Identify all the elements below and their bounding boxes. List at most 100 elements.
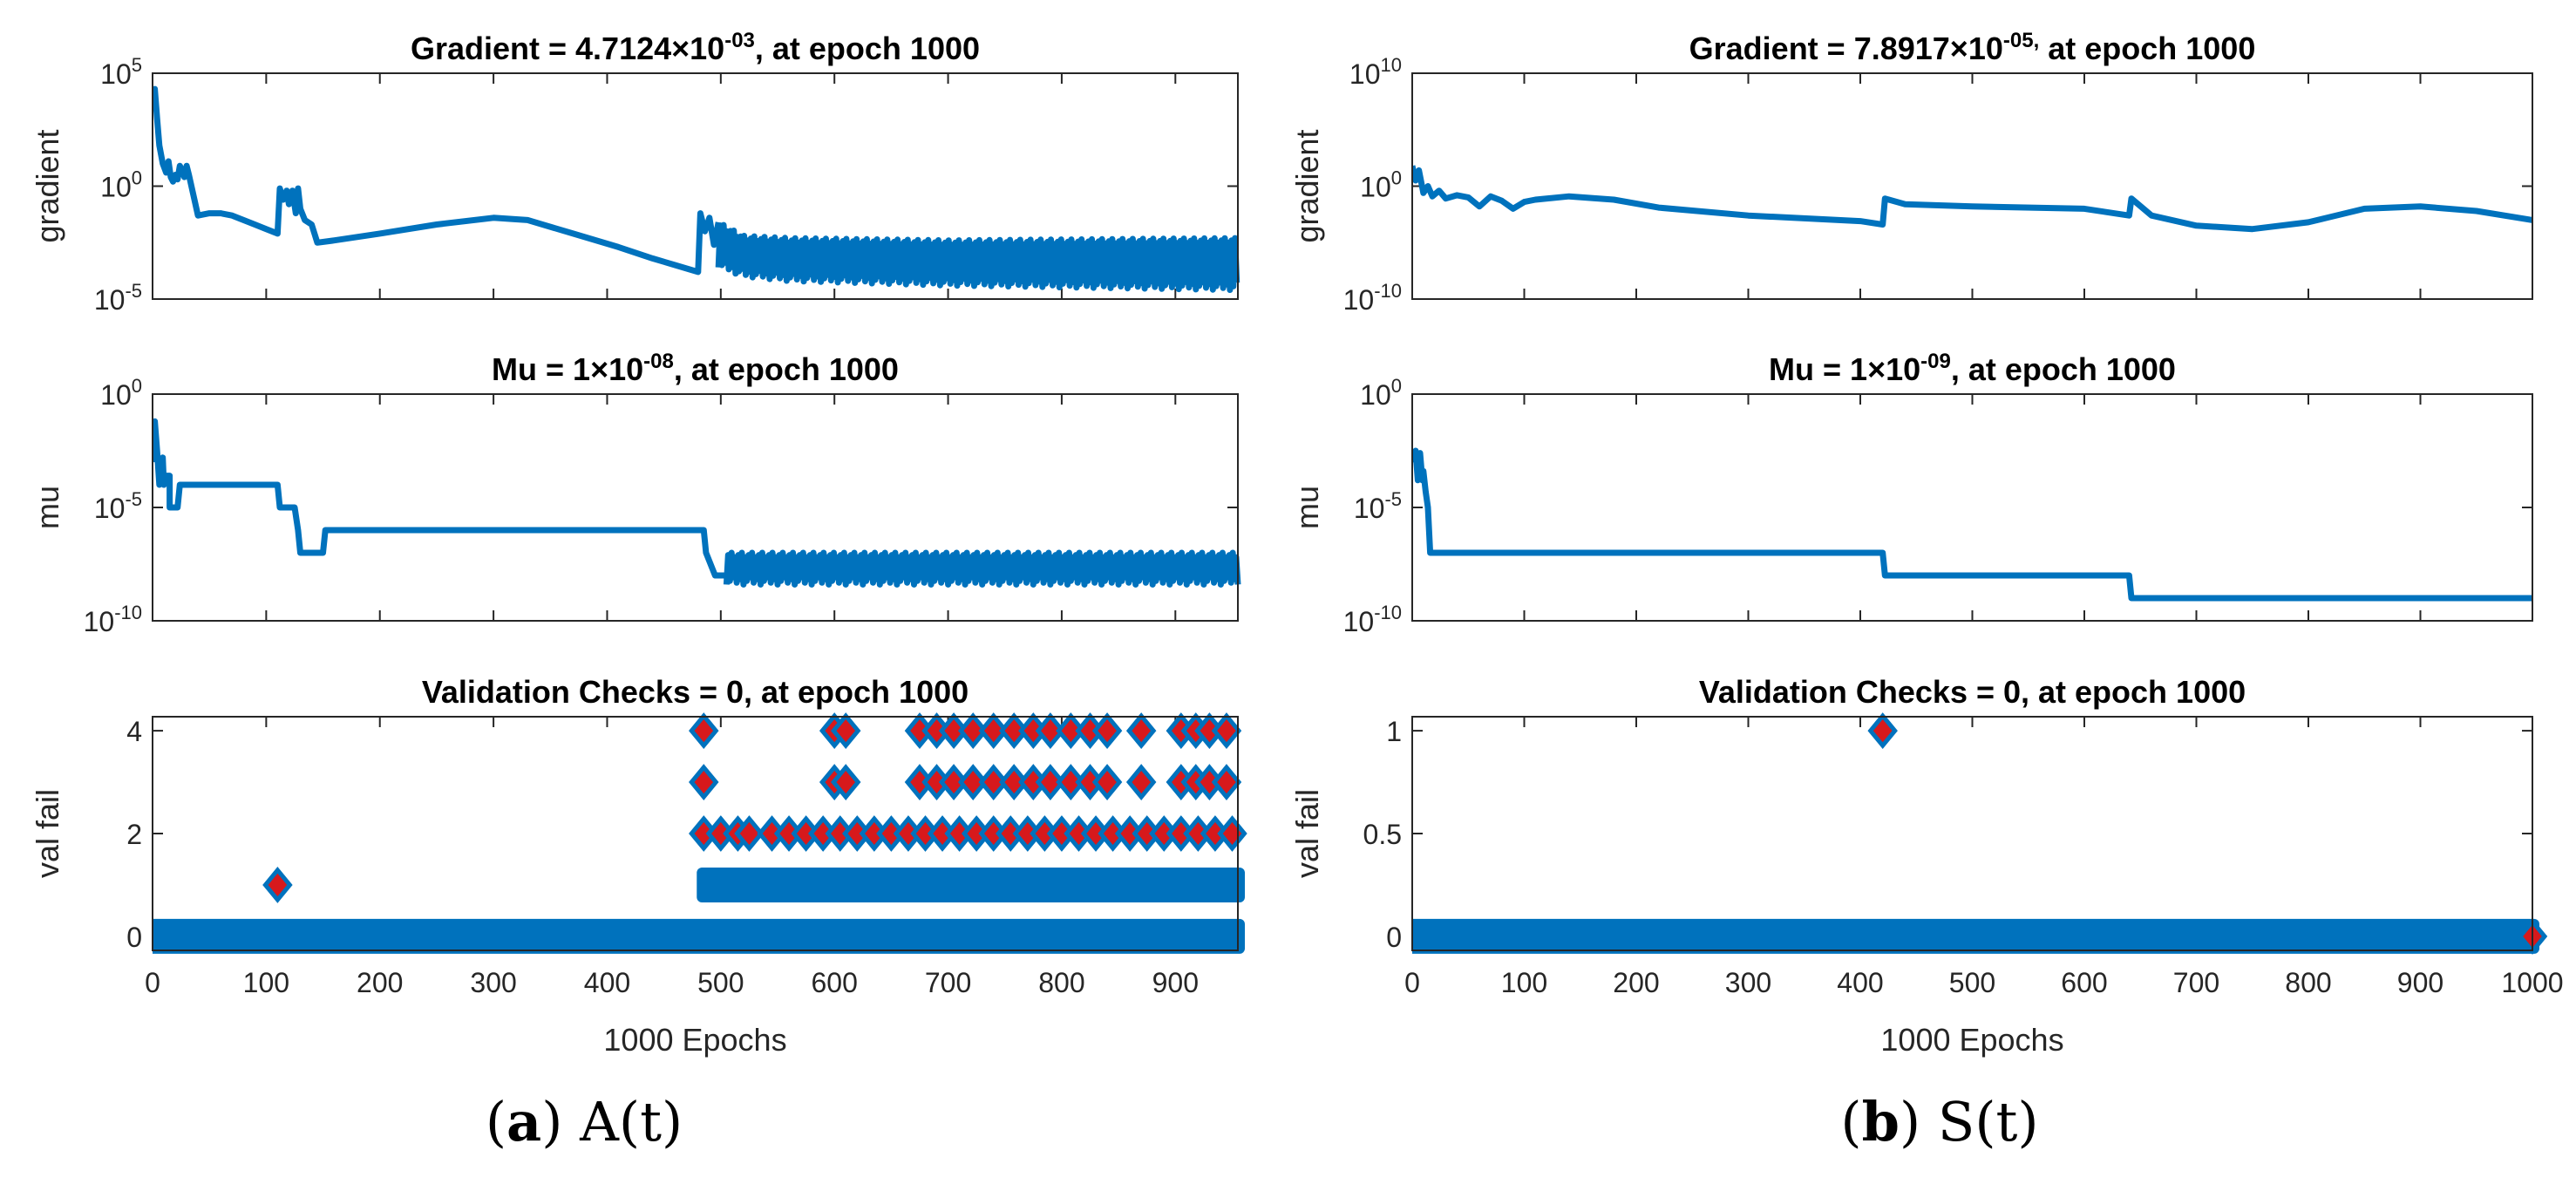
b-panel-1-axes bbox=[1411, 393, 2533, 622]
a-xtick-label: 300 bbox=[470, 967, 516, 998]
b-panel-1-ytick-label: 100 bbox=[1360, 375, 1402, 411]
b-xtick-label: 400 bbox=[1837, 967, 1883, 998]
b-panel-0-ytick-label: 100 bbox=[1360, 167, 1402, 203]
a-marker bbox=[1091, 712, 1123, 750]
a-panel-2-ytick-label: 4 bbox=[126, 716, 142, 747]
b-xtick-label: 1000 bbox=[2501, 967, 2563, 998]
a-panel-0-ytick-label: 100 bbox=[100, 167, 142, 203]
b-xtick-label: 0 bbox=[1404, 967, 1420, 998]
a-panel-0-ytick-label: 10-5 bbox=[94, 280, 142, 316]
a-marker bbox=[689, 764, 719, 800]
a-marker bbox=[1217, 815, 1247, 852]
a-panel-1-data bbox=[153, 418, 1241, 588]
a-marker-band-y1 bbox=[697, 867, 1245, 902]
b-panel-0-ytick-label: 1010 bbox=[1349, 54, 1402, 90]
a-panel-0-ytick-label: 105 bbox=[100, 54, 142, 90]
a-panel-1-y-label: mu bbox=[30, 486, 65, 529]
a-marker bbox=[978, 712, 1009, 750]
a-panel-1-title: Mu = 1×10-08, at epoch 1000 bbox=[492, 350, 899, 387]
a-panel-1-ytick-label: 100 bbox=[100, 375, 142, 411]
a-xtick-label: 600 bbox=[812, 967, 858, 998]
a-marker bbox=[998, 712, 1030, 750]
a-caption: (a) A(t) bbox=[486, 1090, 683, 1154]
a-panel-2-axes bbox=[152, 716, 1239, 951]
b-xtick-label: 800 bbox=[2285, 967, 2331, 998]
a-xtick-label: 100 bbox=[243, 967, 289, 998]
b-panel-2-data bbox=[1412, 712, 2548, 955]
a-marker bbox=[1211, 764, 1242, 800]
a-panel-0-series-line bbox=[153, 85, 722, 276]
a-marker bbox=[734, 815, 765, 852]
a-marker bbox=[1125, 712, 1157, 750]
a-marker bbox=[938, 764, 969, 800]
b-xtick-label: 100 bbox=[1501, 967, 1547, 998]
a-marker bbox=[1035, 764, 1066, 800]
a-x-axis-label: 1000 Epochs bbox=[603, 1022, 786, 1058]
a-marker bbox=[958, 712, 989, 750]
b-panel-1-data bbox=[1412, 447, 2532, 602]
a-panel-0-title: Gradient = 4.7124×10-03, at epoch 1000 bbox=[411, 29, 980, 66]
a-xtick-label: 400 bbox=[584, 967, 630, 998]
a-xtick-label: 500 bbox=[697, 967, 744, 998]
b-panel-2-axes bbox=[1411, 716, 2533, 951]
a-gradient-panel: Gradient = 4.7124×10-03, at epoch 1000 gr… bbox=[30, 29, 1240, 316]
b-xtick-label: 600 bbox=[2061, 967, 2107, 998]
b-panel-1-ytick-label: 10-5 bbox=[1354, 488, 1402, 524]
a-panel-1-series-line bbox=[153, 418, 1238, 579]
b-panel-0-series-line bbox=[1412, 165, 2533, 233]
b-gradient-panel: Gradient = 7.8917×10-05, at epoch 1000 gr… bbox=[1289, 29, 2533, 316]
b-xtick-label: 200 bbox=[1613, 967, 1659, 998]
a-marker bbox=[1056, 764, 1086, 800]
a-panel-0-y-label: gradient bbox=[30, 129, 65, 242]
a-marker bbox=[1056, 712, 1086, 750]
a-marker-band-y0 bbox=[153, 918, 1245, 954]
b-panel-0-y-label: gradient bbox=[1289, 129, 1325, 242]
b-panel-2-y-label: val fail bbox=[1289, 789, 1325, 878]
a-val-fail-panel: Validation Checks = 0, at epoch 1000 val … bbox=[30, 674, 1247, 998]
a-panel-0-axes bbox=[152, 72, 1239, 300]
b-panel-1-title: Mu = 1×10-09, at epoch 1000 bbox=[1769, 350, 2176, 387]
a-marker bbox=[1035, 712, 1066, 750]
b-panel-0-axes bbox=[1411, 72, 2533, 300]
a-marker bbox=[1091, 764, 1123, 800]
a-panel-1-oscillation bbox=[723, 549, 1241, 588]
b-xtick-label: 500 bbox=[1949, 967, 1995, 998]
a-marker bbox=[689, 712, 719, 750]
a-panel-2-title: Validation Checks = 0, at epoch 1000 bbox=[422, 674, 969, 710]
a-panel-0-data bbox=[153, 85, 1240, 293]
a-panel-2-data bbox=[153, 712, 1247, 954]
a-marker bbox=[978, 764, 1009, 800]
b-panel-0-ytick-label: 10-10 bbox=[1343, 280, 1402, 316]
b-caption: (b) S(t) bbox=[1840, 1090, 2038, 1154]
a-panel-2-ytick-label: 0 bbox=[126, 922, 142, 953]
b-xtick-label: 700 bbox=[2173, 967, 2219, 998]
b-panel-1-series-line bbox=[1412, 447, 2532, 602]
b-xtick-label: 900 bbox=[2397, 967, 2443, 998]
a-marker bbox=[938, 712, 969, 750]
a-marker bbox=[262, 867, 293, 903]
b-panel-0-title: Gradient = 7.8917×10-05, at epoch 1000 bbox=[1689, 29, 2256, 66]
a-marker bbox=[1125, 764, 1157, 800]
a-marker bbox=[998, 764, 1030, 800]
a-mu-panel: Mu = 1×10-08, at epoch 1000 mu 100 10-5 10-1… bbox=[30, 350, 1241, 637]
a-panel-1-ytick-label: 10-5 bbox=[94, 488, 142, 524]
a-marker bbox=[1211, 712, 1242, 750]
b-panel-2-ytick-label: 1 bbox=[1386, 716, 1402, 747]
a-marker bbox=[830, 712, 861, 750]
a-panel-2-y-label: val fail bbox=[30, 789, 65, 878]
b-panel-1-ytick-label: 10-10 bbox=[1343, 602, 1402, 637]
b-marker-band-y0 bbox=[1412, 918, 2539, 954]
b-panel-0-data bbox=[1412, 165, 2533, 233]
subfigure-a: Gradient = 4.7124×10-03, at epoch 1000 gr… bbox=[30, 29, 1247, 1154]
a-marker bbox=[958, 764, 989, 800]
b-val-fail-panel: Validation Checks = 0, at epoch 1000 val … bbox=[1289, 674, 2564, 998]
subfigure-b: Gradient = 7.8917×10-05, at epoch 1000 gr… bbox=[1289, 29, 2564, 1154]
a-xtick-label: 200 bbox=[357, 967, 403, 998]
b-xtick-label: 300 bbox=[1725, 967, 1771, 998]
a-xtick-label: 0 bbox=[145, 967, 160, 998]
a-panel-1-ytick-label: 10-10 bbox=[84, 602, 142, 637]
a-panel-1-axes bbox=[152, 393, 1239, 622]
b-x-axis-label: 1000 Epochs bbox=[1880, 1022, 2063, 1058]
a-panel-0-oscillation bbox=[715, 221, 1240, 293]
